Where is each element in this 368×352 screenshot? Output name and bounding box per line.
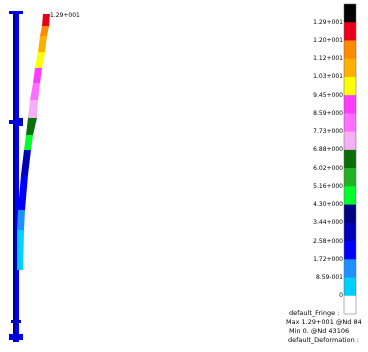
legend-swatch (344, 277, 356, 297)
column-edge (13, 12, 15, 342)
legend-tick-label: 4.30+000 (313, 201, 343, 209)
legend-swatch (344, 259, 356, 278)
legend-swatch (344, 22, 356, 41)
seg-violet (30, 83, 40, 100)
legend-tick-label: 1.72+000 (313, 255, 343, 263)
fringe-title: default_Fringe : (289, 309, 340, 317)
undeformed-structure (9, 11, 23, 342)
seg-red (42, 14, 50, 26)
base-plate (11, 320, 21, 323)
legend-swatch (344, 58, 356, 78)
seg-lightblue (17, 210, 25, 230)
legend-tick-label: 5.16+000 (313, 182, 343, 190)
legend-swatch (344, 149, 356, 169)
legend-swatch (344, 241, 356, 260)
seg-navy (21, 150, 31, 175)
legend-swatch (344, 168, 356, 187)
mid-joint-right (19, 118, 23, 126)
main-column (13, 12, 19, 342)
fringe-min: Min 0. @Nd 43106 (289, 327, 350, 335)
seg-darkgreen (26, 118, 37, 135)
seg-green (24, 135, 33, 150)
deformed-structure (17, 14, 50, 270)
top-cap (9, 11, 23, 14)
legend-swatch (344, 204, 356, 224)
legend-swatch (344, 113, 356, 132)
legend-tick-label: 9.45+000 (313, 91, 343, 99)
base-foot (9, 334, 23, 340)
legend-tick-label: 3.44+000 (313, 219, 343, 227)
legend-swatch (344, 76, 356, 96)
seg-yellow (35, 52, 45, 68)
legend-tick-label: 1.03+001 (313, 73, 343, 81)
fringe-max: Max 1.29+001 @Nd 84 (286, 318, 362, 326)
legend-tick-label: 1.29+001 (313, 18, 343, 26)
legend-tick-label: 8.59-001 (316, 274, 343, 281)
legend-tick-label: 0 (339, 292, 343, 300)
seg-orange (40, 26, 49, 36)
legend-swatch (344, 295, 356, 315)
legend-tick-label: 1.20+001 (313, 37, 343, 44)
legend-swatch (344, 222, 356, 242)
legend-swatch (344, 4, 356, 23)
legend-tick-label: 6.02+000 (313, 164, 343, 172)
legend-tick-label: 2.58+000 (313, 237, 343, 245)
mid-joint (9, 120, 23, 124)
legend-tick-label: 6.88+000 (313, 146, 343, 154)
legend-swatch (344, 95, 356, 114)
seg-blue (18, 175, 28, 210)
legend-swatch (344, 40, 356, 60)
legend-tick-label: 1.12+001 (313, 55, 343, 63)
legend-tick-label: 7.73+000 (313, 128, 343, 136)
seg-paleviolet (28, 100, 38, 118)
fringe-legend-bar (343, 3, 357, 315)
deformation-title: default_Deformation : (288, 336, 359, 344)
seg-magenta (33, 68, 42, 83)
legend-swatch (344, 131, 356, 151)
legend-outline (343, 3, 357, 315)
seg-amber (38, 36, 47, 52)
legend-tick-label: 8.59+000 (313, 109, 343, 117)
seg-cyan (17, 230, 24, 270)
legend-swatch (344, 186, 356, 205)
max-value-label: 1.29+001 (50, 12, 80, 19)
